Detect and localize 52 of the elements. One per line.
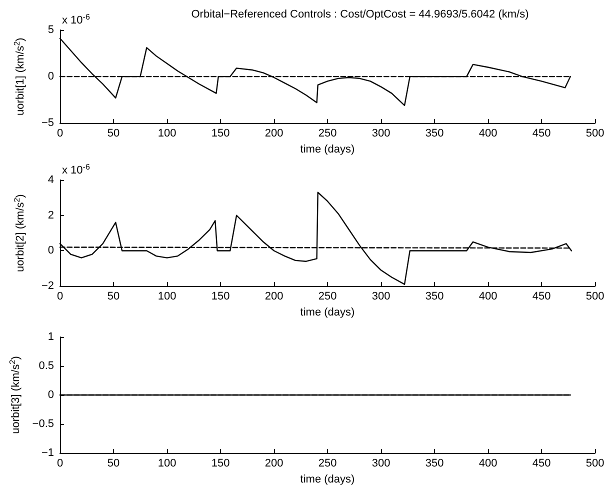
y-tick-label: 5 <box>48 24 54 36</box>
y-tick-label: −1 <box>41 447 54 459</box>
x-tick-label: 200 <box>264 290 284 303</box>
x-tick-label: 250 <box>318 128 337 140</box>
x-tick-label: 400 <box>478 458 498 470</box>
y-tick-label: 0 <box>48 244 54 257</box>
x-tick-label: 450 <box>532 128 551 140</box>
x-tick-label: 450 <box>532 458 551 470</box>
x-tick-label: 250 <box>318 290 337 303</box>
x-tick-label: 300 <box>372 458 390 470</box>
y-tick-label: 0 <box>48 389 54 401</box>
x-tick-label: 100 <box>158 290 176 303</box>
x-tick-label: 350 <box>425 290 444 303</box>
y-axis-title: uorbit[3] (km/s2) <box>8 356 22 434</box>
x-axis-title: time (days) <box>300 473 355 486</box>
x-tick-label: 0 <box>56 290 64 303</box>
y-axis-title: uorbit[2] (km/s2) <box>12 194 26 272</box>
x-tick-label: 0 <box>56 128 64 140</box>
x-tick-label: 50 <box>107 458 120 470</box>
x-tick-label: 50 <box>107 128 120 140</box>
y-tick-label: 4 <box>48 174 54 186</box>
x-tick-label: 150 <box>211 458 230 470</box>
y-tick-label: −0.5 <box>32 418 54 430</box>
x-tick-label: 300 <box>372 290 390 303</box>
x-axis-title: time (days) <box>300 144 355 156</box>
y-tick-label: 0 <box>48 70 54 83</box>
x-tick-label: 150 <box>211 290 230 303</box>
y-tick-label: 0.5 <box>38 360 54 372</box>
x-tick-label: 450 <box>532 290 551 303</box>
x-tick-label: 500 <box>586 290 604 303</box>
x-tick-label: 50 <box>107 290 120 303</box>
x-tick-label: 200 <box>264 128 284 140</box>
x-tick-label: 350 <box>425 128 444 140</box>
x-tick-label: 150 <box>211 128 230 140</box>
x-tick-label: 400 <box>478 290 498 303</box>
x-tick-label: 400 <box>478 128 498 140</box>
x-tick-label: 300 <box>372 128 390 140</box>
y-axis-title: uorbit[1] (km/s2) <box>12 38 26 116</box>
y-tick-label: −2 <box>41 280 54 292</box>
x-tick-label: 500 <box>586 128 604 140</box>
y-tick-label: −5 <box>41 117 54 130</box>
x-tick-label: 0 <box>56 458 64 470</box>
x-tick-label: 100 <box>158 458 176 470</box>
y-tick-label: 2 <box>48 209 54 222</box>
x-tick-label: 250 <box>318 458 337 470</box>
y-tick-label: 1 <box>48 331 54 343</box>
x-tick-label: 100 <box>158 128 176 140</box>
x-tick-label: 500 <box>586 458 604 470</box>
x-tick-label: 350 <box>425 458 444 470</box>
x-axis-title: time (days) <box>300 306 355 318</box>
x-tick-label: 200 <box>264 458 284 470</box>
chart-title: Orbital−Referenced Controls : Cost/OptCost = 44.9693/5.6042 (km/s) <box>191 8 529 20</box>
